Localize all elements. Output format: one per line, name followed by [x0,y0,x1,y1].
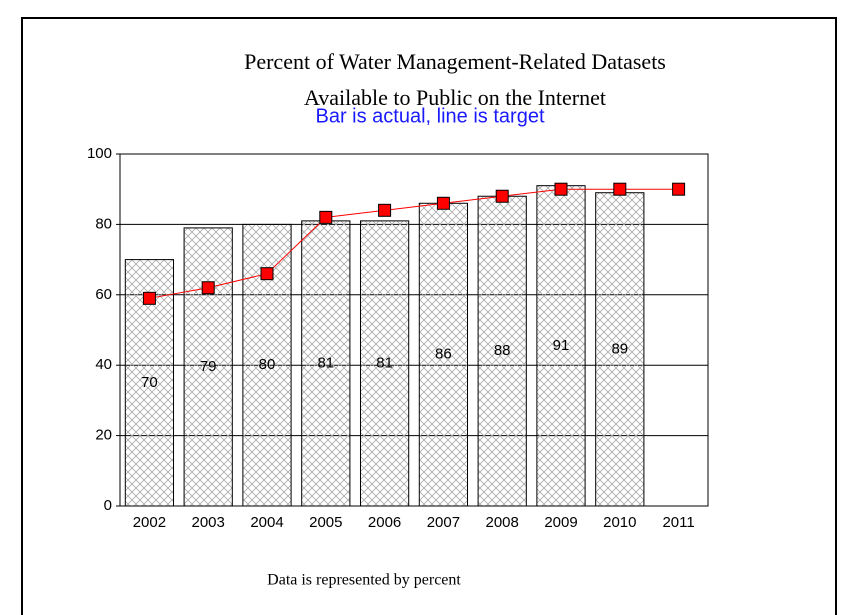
target-marker [613,182,627,196]
target-marker [378,203,392,217]
bar [301,220,351,507]
y-tick-label: 40 [95,356,112,373]
x-tick-label: 2011 [662,514,694,531]
y-tick-label: 0 [104,497,112,514]
y-tick-label: 100 [87,145,112,162]
bar [359,220,410,507]
y-tick-label: 20 [95,427,112,444]
x-tick-label: 2008 [486,514,519,531]
data-label: 88 [494,342,511,359]
chart-note: Data is represented by percent [267,572,461,589]
chart-title: Available to Public on the Internet [304,85,606,110]
y-tick-label: 60 [95,286,112,303]
target-marker [142,291,156,305]
target-marker [672,182,686,196]
target-marker [436,196,450,210]
target-marker [495,189,509,203]
x-tick-label: 2002 [133,514,166,531]
data-label: 91 [553,337,570,354]
plot-border [119,153,709,507]
data-label: 79 [200,358,217,375]
bar [595,192,645,507]
x-tick-label: 2005 [309,514,342,531]
data-label: 81 [376,354,393,371]
x-tick-label: 2006 [368,514,401,531]
target-marker [201,281,215,295]
x-tick-label: 2003 [192,514,225,531]
data-label: 86 [435,346,452,363]
chart-title: Percent of Water Management-Related Data… [244,49,666,74]
data-label: 81 [317,354,334,371]
target-marker [260,267,274,281]
y-tick-label: 80 [95,215,112,232]
data-label: 70 [141,374,158,391]
x-tick-label: 2004 [250,514,283,531]
target-marker [319,210,333,224]
data-label: 80 [259,356,276,373]
target-marker [554,182,568,196]
x-tick-label: 2007 [427,514,460,531]
x-tick-label: 2009 [544,514,577,531]
x-tick-label: 2010 [603,514,636,531]
frame [21,17,837,615]
chart-subtitle: Bar is actual, line is target [316,105,545,127]
bar [418,202,469,507]
data-label: 89 [611,340,628,357]
target-line [149,188,679,299]
